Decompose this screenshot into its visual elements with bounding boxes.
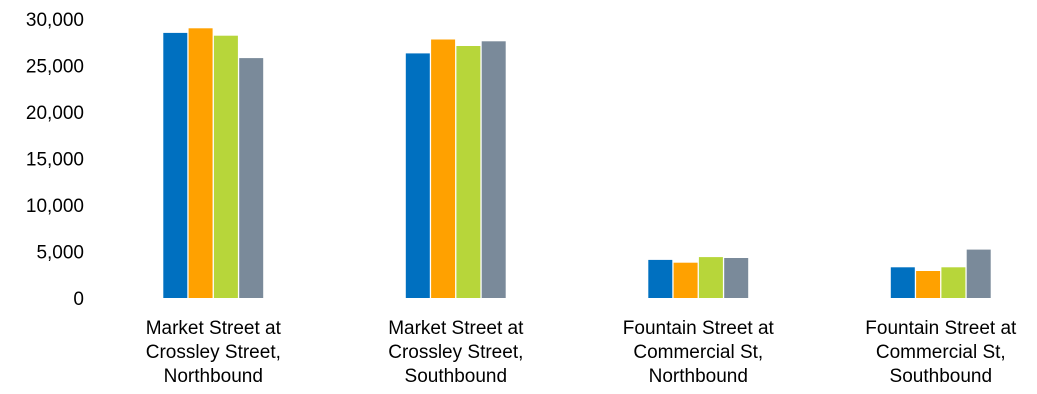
x-category-label: Crossley Street, [388, 342, 523, 363]
x-category-label: Southbound [890, 366, 993, 387]
x-category-label: Fountain Street at [623, 318, 775, 339]
bar-series-1-category-3 [648, 259, 673, 298]
bar-series-3-category-2 [456, 46, 481, 298]
bar-series-4-category-1 [239, 58, 264, 298]
bar-series-2-category-4 [916, 271, 941, 298]
x-category-label: Commercial St, [876, 342, 1006, 363]
bar-series-1-category-4 [890, 267, 915, 298]
bar-series-3-category-3 [698, 257, 723, 298]
x-category-label: Southbound [405, 366, 508, 387]
x-category-label: Market Street at [146, 318, 282, 339]
x-category-label: Commercial St, [633, 342, 763, 363]
bars [163, 28, 991, 299]
x-category-label: Fountain Street at [865, 318, 1017, 339]
bar-series-2-category-2 [431, 39, 456, 298]
y-tick-label: 30,000 [26, 10, 84, 31]
bar-series-1-category-2 [405, 53, 430, 299]
bar-series-4-category-2 [481, 41, 506, 299]
x-category-label: Crossley Street, [146, 342, 281, 363]
y-tick-label: 10,000 [26, 196, 84, 217]
x-category-label: Northbound [649, 366, 748, 387]
y-tick-label: 20,000 [26, 103, 84, 124]
bar-series-2-category-3 [673, 262, 698, 298]
y-tick-label: 5,000 [36, 243, 84, 264]
y-tick-label: 25,000 [26, 57, 84, 78]
bar-series-4-category-4 [966, 249, 991, 298]
bar-series-1-category-1 [163, 32, 188, 299]
bar-series-2-category-1 [188, 28, 213, 299]
x-axis: Market Street at Crossley Street, Northbou… [146, 318, 1017, 387]
y-tick-label: 15,000 [26, 150, 84, 171]
x-category-label: Market Street at [388, 318, 524, 339]
y-axis: 0 5,000 10,000 15,000 20,000 25,000 30,000 [26, 10, 84, 310]
bar-series-3-category-1 [213, 35, 238, 298]
y-tick-label: 0 [73, 289, 84, 310]
bar-series-3-category-4 [941, 267, 966, 298]
bar-series-4-category-3 [724, 258, 749, 298]
x-category-label: Northbound [164, 366, 263, 387]
